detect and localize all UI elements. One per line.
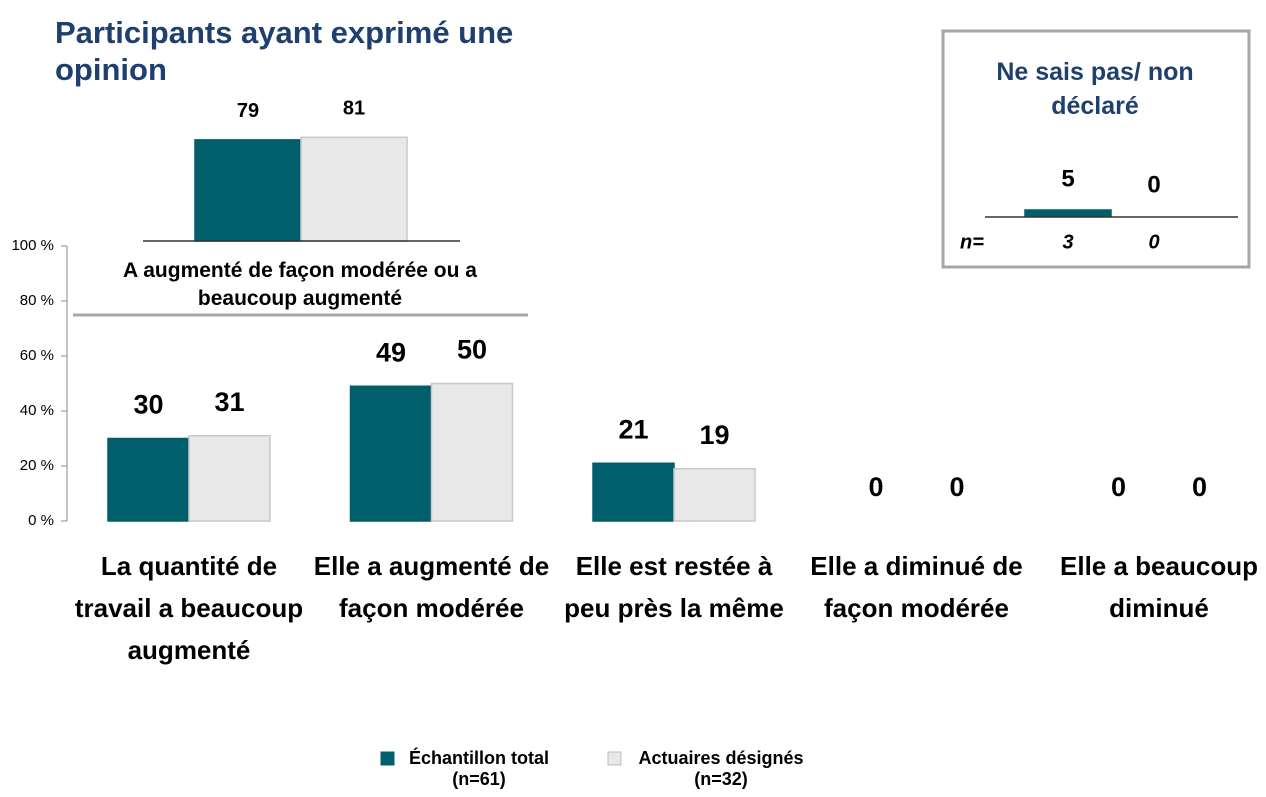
- legend-entry: Actuaires désignés (n=32): [638, 748, 804, 789]
- x-tick-label: Elle a beaucoup diminué: [1060, 551, 1258, 623]
- legend-swatch: [380, 751, 395, 766]
- y-tick-label: 40 %: [20, 402, 54, 419]
- value-label: 49: [376, 337, 406, 367]
- value-label: 81: [343, 98, 365, 120]
- value-label: 19: [699, 420, 729, 450]
- value-label: 21: [618, 414, 648, 444]
- y-tick-label: 20 %: [20, 457, 54, 474]
- inset-title: Ne sais pas/ non déclaré: [996, 58, 1194, 120]
- value-label: 0: [949, 472, 964, 502]
- value-label: 30: [133, 390, 163, 420]
- value-label: 0: [1192, 472, 1207, 502]
- category-label: A augmenté de façon modérée ou a beaucou…: [123, 259, 477, 310]
- inset-frame: [941, 29, 1251, 269]
- x-tick-label: Elle est restée à peu près la même: [564, 551, 784, 623]
- count-value: 3: [1062, 231, 1073, 253]
- bar: [194, 139, 302, 242]
- x-tick-label: Elle a diminué de façon modérée: [810, 551, 1023, 623]
- value-label: 50: [457, 335, 487, 365]
- x-tick-label: Elle a augmenté de façon modérée: [313, 551, 550, 623]
- count-label: n=: [960, 231, 984, 253]
- inset-title: Participants ayant exprimé une opinion: [55, 15, 514, 87]
- y-tick-label: 60 %: [20, 347, 54, 364]
- bar: [673, 468, 756, 522]
- value-label: 0: [1147, 171, 1160, 198]
- legend-entry: Échantillon total (n=61): [408, 748, 549, 789]
- y-tick-label: 100 %: [11, 237, 54, 254]
- value-label: 0: [868, 472, 883, 502]
- bar: [188, 435, 271, 522]
- bar: [300, 136, 408, 242]
- count-value: 0: [1148, 231, 1159, 253]
- bar: [107, 437, 190, 522]
- y-tick-label: 0 %: [28, 512, 54, 529]
- value-label: 79: [237, 100, 259, 122]
- bar: [349, 385, 433, 522]
- y-tick-label: 80 %: [20, 292, 54, 309]
- value-label: 31: [214, 387, 244, 417]
- value-label: 0: [1111, 472, 1126, 502]
- bar: [1024, 209, 1112, 217]
- legend-swatch: [607, 751, 622, 766]
- x-tick-label: La quantité de travail a beaucoup augmen…: [74, 551, 304, 665]
- bar: [430, 382, 514, 522]
- bar: [592, 462, 675, 522]
- value-label: 5: [1061, 165, 1074, 192]
